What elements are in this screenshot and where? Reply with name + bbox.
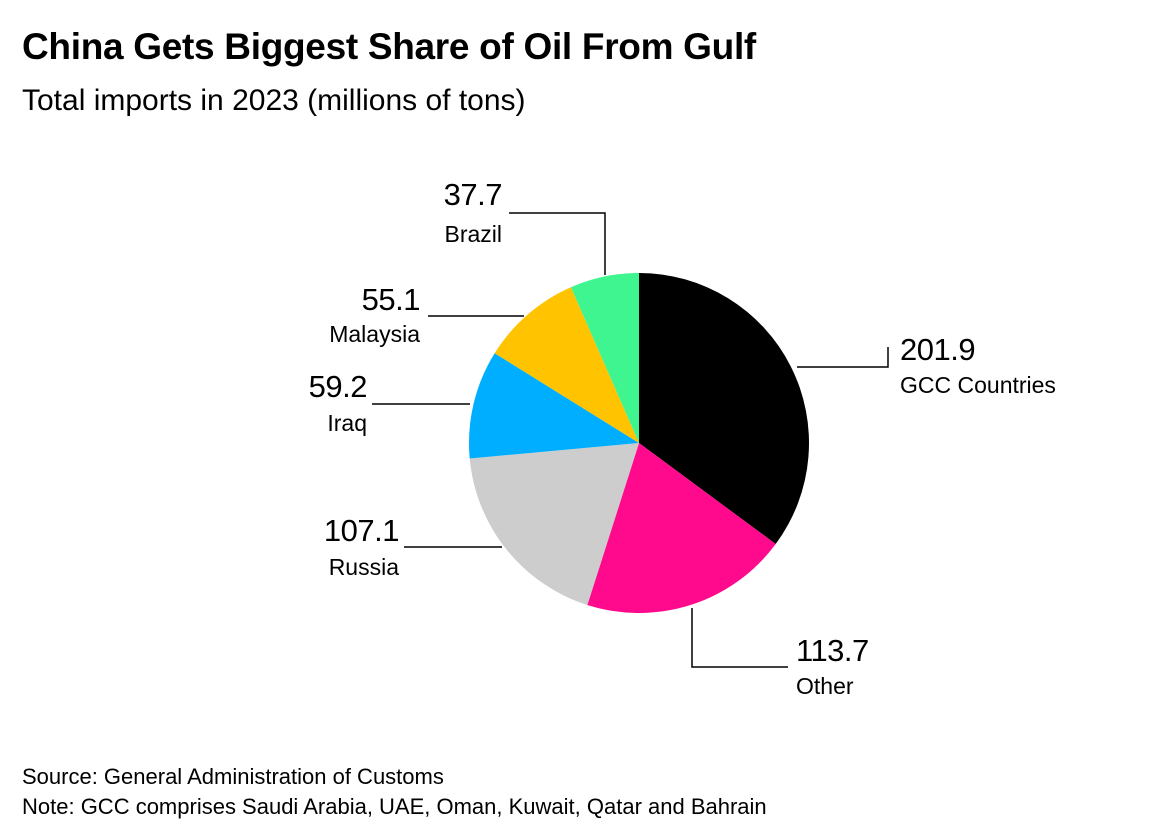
category-label-gcc-countries: GCC Countries [900, 372, 1056, 398]
slice-labels: 201.9 GCC Countries 113.7 Other 107.1 Russia 5… [309, 177, 1056, 699]
pie-slice-gcc-countries [639, 273, 810, 545]
category-label-other: Other [796, 673, 854, 699]
data-label-gcc-countries: 201.9 [900, 332, 975, 367]
pie-slice-russia [469, 443, 639, 605]
leader-line-brazil [509, 212, 606, 275]
pie-slice-iraq [468, 353, 639, 459]
footnote: Note: GCC comprises Saudi Arabia, UAE, O… [22, 794, 767, 819]
data-label-other: 113.7 [796, 633, 869, 668]
chart-title: China Gets Biggest Share of Oil From Gul… [22, 26, 756, 67]
leader-line-gcc-countries [797, 347, 889, 368]
category-label-iraq: Iraq [327, 410, 367, 436]
data-label-malaysia: 55.1 [362, 282, 420, 317]
leader-lines [372, 212, 889, 668]
leader-line-other [691, 608, 788, 668]
pie-slice-malaysia [494, 287, 639, 443]
pie-slice-other [587, 443, 776, 614]
data-label-iraq: 59.2 [309, 369, 367, 404]
source-note: Source: General Administration of Custom… [22, 764, 444, 789]
data-label-russia: 107.1 [324, 513, 399, 548]
category-label-russia: Russia [329, 554, 400, 580]
data-label-brazil: 37.7 [444, 177, 502, 212]
category-label-malaysia: Malaysia [329, 321, 420, 347]
pie-slice-brazil [570, 273, 639, 443]
category-label-brazil: Brazil [444, 221, 502, 247]
pie-slices [468, 273, 810, 614]
chart-subtitle: Total imports in 2023 (millions of tons) [22, 84, 526, 117]
